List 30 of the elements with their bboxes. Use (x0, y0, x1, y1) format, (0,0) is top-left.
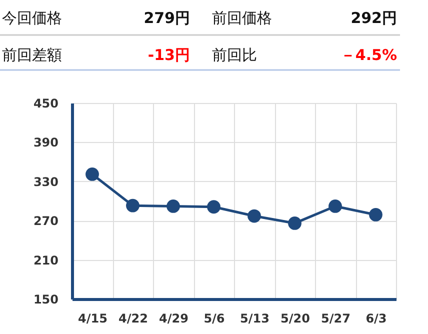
y-tick-label: 330 (33, 174, 58, 189)
x-tick-label: 4/22 (118, 312, 148, 326)
point (207, 200, 220, 214)
y-tick-label: 150 (33, 292, 58, 306)
point (328, 200, 342, 213)
text: 292円 (350, 9, 397, 27)
point (369, 208, 382, 222)
y-tick-label: 210 (33, 253, 58, 268)
text: 前回差額 (2, 46, 62, 64)
text: 前回価格 (212, 9, 272, 27)
x-tick-label: 5/13 (240, 312, 270, 326)
x-tick-label: 4/15 (78, 312, 108, 326)
text: -13円 (148, 46, 190, 64)
point (126, 198, 140, 212)
text: 前回比 (212, 46, 257, 64)
y-tick-label: 270 (33, 214, 58, 228)
text: 今回価格 (2, 9, 62, 27)
point (166, 200, 180, 213)
x-tick-label: 5/6 (204, 312, 225, 326)
x-tick-label: 5/27 (321, 312, 350, 326)
x-tick-label: 5/20 (280, 312, 310, 326)
y-tick-label: 450 (33, 96, 58, 110)
x-tick-label: 4/29 (159, 312, 188, 326)
text: －4.5% (340, 46, 397, 64)
point (288, 216, 302, 230)
x-tick-label: 6/3 (366, 312, 387, 326)
text: 279円 (144, 9, 190, 27)
point (86, 168, 99, 181)
point (248, 209, 261, 223)
y-tick-label: 390 (33, 136, 58, 150)
